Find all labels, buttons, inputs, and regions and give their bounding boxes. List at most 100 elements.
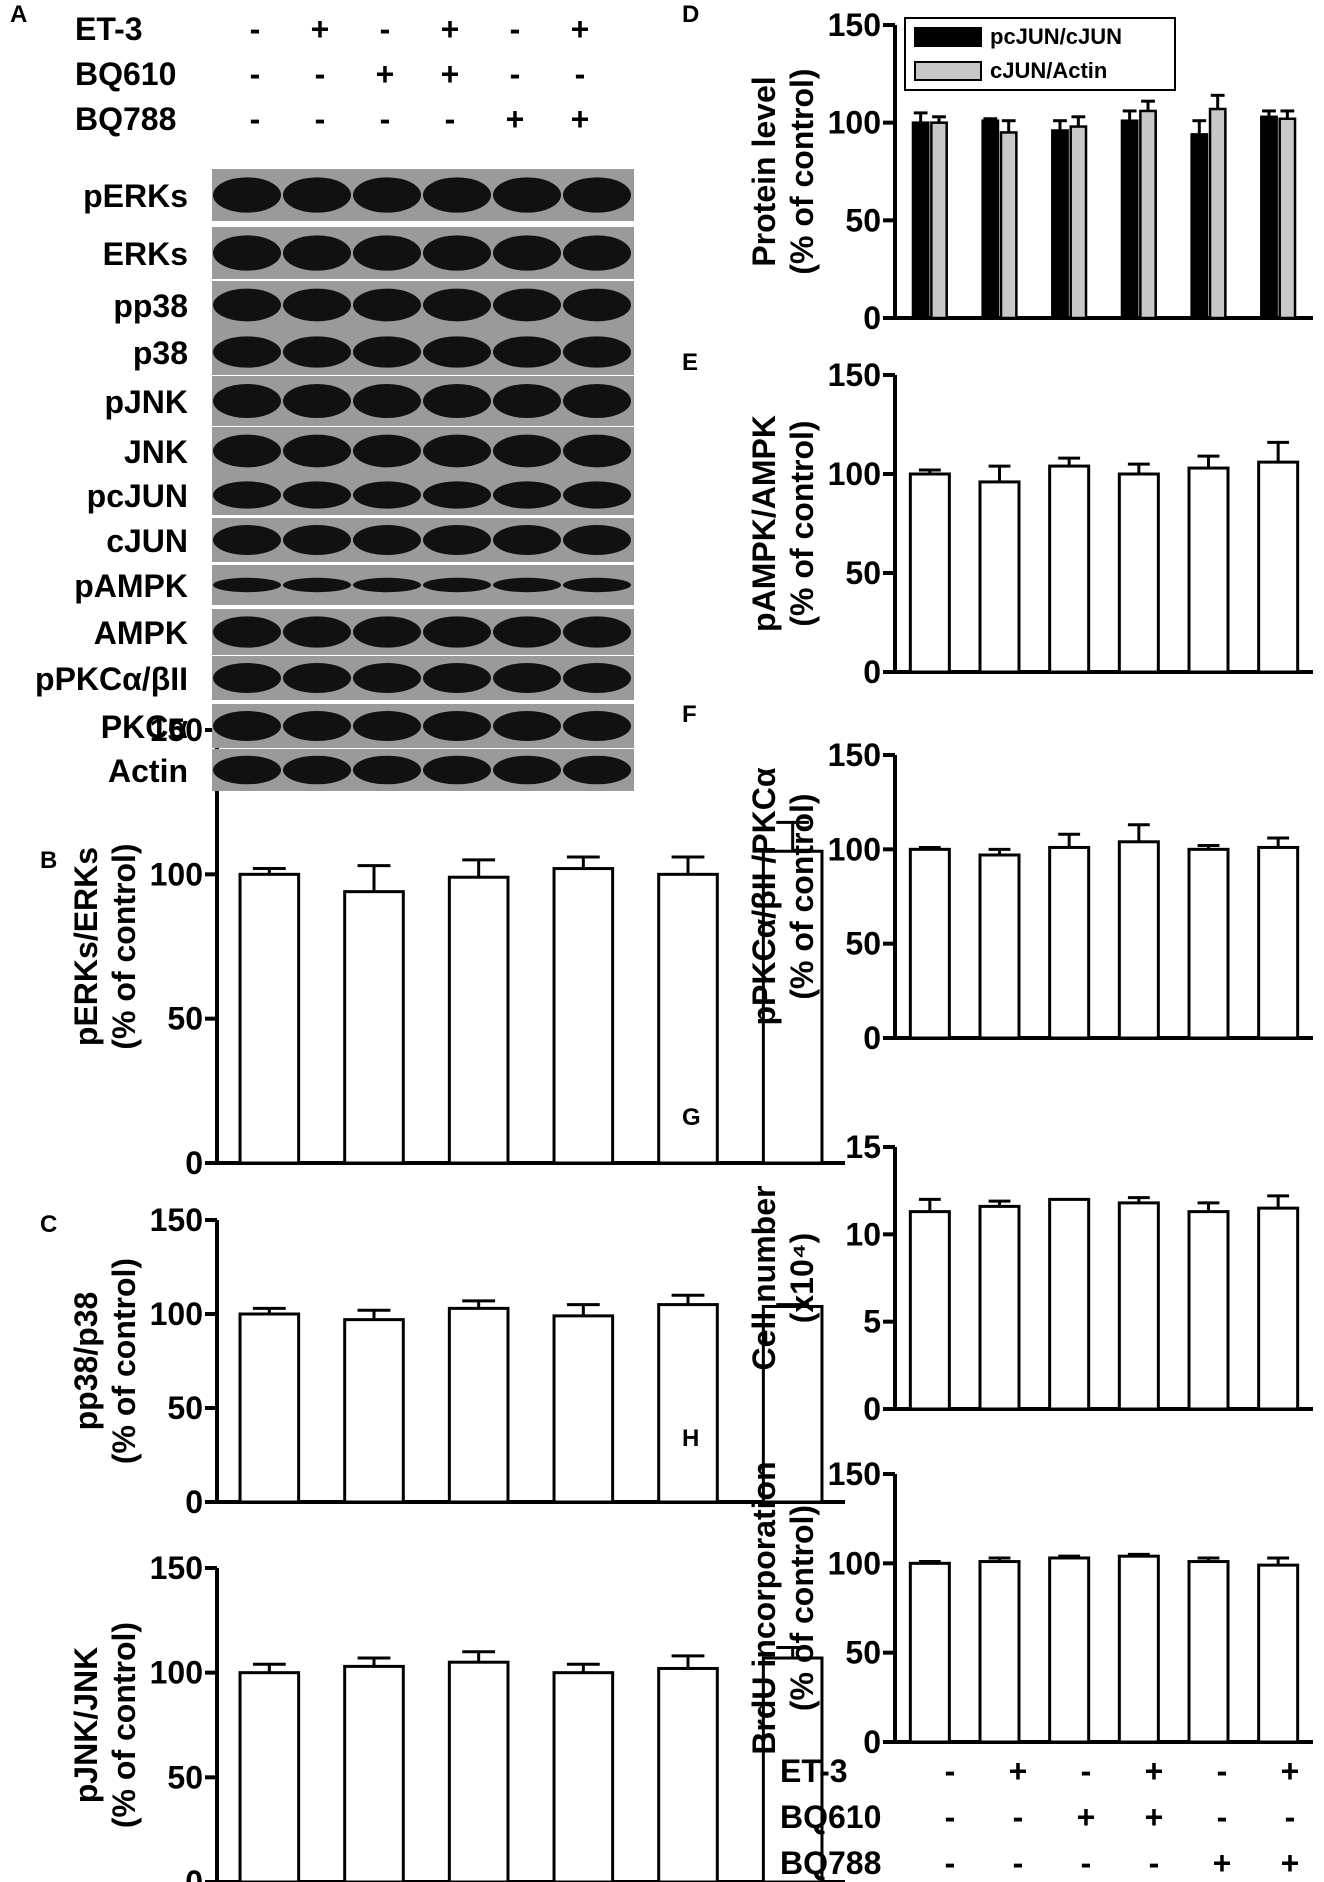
blot-label: pERKs	[83, 178, 188, 214]
treatment-sign: -	[1149, 1845, 1160, 1881]
bar	[238, 1671, 301, 1882]
bar	[1117, 1201, 1160, 1411]
treatment-label: BQ610	[75, 56, 176, 92]
blot-band	[283, 235, 351, 271]
bar	[978, 853, 1021, 1040]
treatment-table-top: ET-3 - + - + - + BQ610 - - + + - - BQ788 - - - - + +	[75, 11, 589, 137]
blot-band	[353, 384, 421, 418]
treatment-sign: +	[1281, 1753, 1300, 1789]
blot-band	[213, 525, 281, 555]
blot-band	[213, 384, 281, 418]
blot-band	[423, 177, 491, 213]
blot-band	[283, 481, 351, 509]
treatment-sign: -	[945, 1799, 956, 1835]
chart-f: F 0 50 100 150 pPKCα/βII /PKCα (% of control)	[682, 701, 1313, 1056]
y-tick-label: 0	[185, 1145, 203, 1181]
bar-pcjun	[1190, 133, 1209, 320]
bar	[978, 1560, 1021, 1744]
treatment-sign: -	[315, 101, 326, 137]
blot-band	[283, 288, 351, 322]
blot-label: pAMPK	[74, 568, 188, 604]
y-axis-label: (% of control)	[784, 420, 820, 626]
blot-band	[563, 711, 631, 741]
blot-band	[213, 577, 281, 593]
y-axis-label: (% of control)	[106, 1258, 142, 1464]
blot-band	[213, 481, 281, 509]
blot-band	[493, 235, 561, 271]
y-tick-label: 100	[828, 831, 881, 867]
blot-band	[423, 711, 491, 741]
panel-letter: G	[682, 1104, 701, 1131]
y-tick-label: 50	[845, 202, 881, 238]
y-tick-label: 150	[828, 357, 881, 393]
blot-band	[423, 577, 491, 593]
treatment-sign: -	[380, 101, 391, 137]
chart-c: C 0 50 100 150 pp38/p38 (% of control)	[40, 1202, 845, 1520]
blot-band	[563, 525, 631, 555]
blot-band	[283, 711, 351, 741]
treatment-sign: -	[250, 56, 261, 92]
blot-band	[283, 384, 351, 418]
blot-band	[283, 336, 351, 368]
blot-band	[423, 235, 491, 271]
treatment-sign: -	[445, 101, 456, 137]
y-tick-label: 150	[150, 1202, 203, 1238]
chart-g: G 0 5 10 15 Cell number (x10⁴)	[682, 1104, 1313, 1427]
blot-band	[213, 434, 281, 468]
panel-letter: E	[682, 349, 698, 376]
blot-band	[423, 616, 491, 648]
bar	[657, 1666, 719, 1882]
y-tick-label: 100	[828, 1545, 881, 1581]
blot-band	[353, 481, 421, 509]
y-tick-label: 15	[845, 1129, 881, 1165]
bar	[1117, 840, 1160, 1040]
bar	[1257, 1206, 1300, 1411]
treatment-sign: -	[380, 11, 391, 47]
bar-pcjun	[1051, 129, 1069, 320]
bar	[761, 849, 824, 1165]
y-tick-label: 0	[863, 1724, 881, 1760]
treatment-label: ET-3	[75, 11, 143, 47]
treatment-sign: -	[1013, 1845, 1024, 1881]
bar	[552, 1314, 615, 1504]
bar	[343, 890, 405, 1165]
treatment-label: BQ610	[780, 1799, 881, 1835]
blot-band	[493, 481, 561, 509]
bar-cjun	[999, 131, 1018, 320]
y-tick-label: 50	[845, 555, 881, 591]
bar	[908, 847, 951, 1040]
bar	[1048, 845, 1091, 1040]
bar	[552, 1671, 615, 1882]
treatment-sign: +	[441, 56, 460, 92]
y-axis-label: (% of control)	[784, 1505, 820, 1711]
y-tick-label: 50	[167, 1001, 203, 1037]
blot-band	[353, 616, 421, 648]
blot-band	[283, 663, 351, 693]
blot-label: ERKs	[103, 236, 188, 272]
bar-cjun	[1139, 109, 1157, 320]
blot-band	[213, 336, 281, 368]
blot-band	[563, 663, 631, 693]
panel-letter: D	[682, 1, 699, 28]
bar	[1117, 472, 1160, 674]
treatment-sign: +	[1213, 1845, 1232, 1881]
y-tick-label: 150	[828, 7, 881, 43]
blot-band	[353, 288, 421, 322]
bar	[447, 875, 510, 1165]
treatment-label: ET-3	[780, 1753, 848, 1789]
blot-band	[493, 711, 561, 741]
blot-band	[493, 434, 561, 468]
bar	[552, 867, 615, 1165]
chart-pjnk: 0 50 100 150 pJNK/JNK (% of control)	[68, 1550, 845, 1882]
bar	[1187, 466, 1230, 674]
blot-band	[563, 434, 631, 468]
blot-band	[213, 177, 281, 213]
y-axis-label: Protein level	[746, 76, 782, 266]
blot-band	[563, 577, 631, 593]
y-tick-label: 100	[150, 1296, 203, 1332]
y-axis-label: (% of control)	[784, 68, 820, 274]
treatment-sign: +	[571, 11, 590, 47]
y-tick-label: 150	[828, 737, 881, 773]
y-tick-label: 100	[828, 105, 881, 141]
blot-label: PKCα	[101, 709, 189, 745]
